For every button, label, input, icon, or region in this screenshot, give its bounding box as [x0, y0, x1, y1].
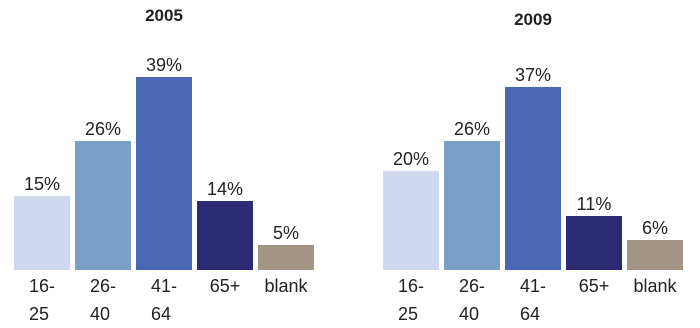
value-label: 6% [641, 218, 668, 239]
bar [505, 86, 561, 270]
category-label-box: blank [251, 272, 321, 300]
bar [383, 171, 439, 270]
x-tick-label: blank [264, 276, 308, 296]
category-label-box: blank [620, 272, 690, 300]
value-label: 11% [576, 193, 612, 214]
category-label-box: 65+ [559, 272, 629, 300]
x-tick-label: blank [633, 276, 677, 296]
category-label-box: 41-64 [129, 272, 199, 328]
value-label: 14% [206, 178, 244, 199]
bar [566, 215, 622, 270]
x-tick-label: 41-64 [150, 276, 177, 324]
value-label: 39% [145, 54, 183, 75]
value-label: 37% [514, 64, 552, 85]
x-tick-label: 26-40 [89, 276, 116, 324]
category-label-box: 16-25 [376, 272, 446, 328]
bar [444, 141, 500, 270]
chart-title: 2009 [514, 10, 552, 29]
bar [627, 240, 683, 270]
category-label-box: 65+ [190, 272, 260, 300]
category-label-box: 26-40 [68, 272, 138, 328]
x-tick-label: 65+ [209, 276, 241, 296]
bar [75, 141, 131, 270]
x-tick-label: 41-64 [519, 276, 546, 324]
x-tick-label: 65+ [578, 276, 610, 296]
category-label-box: 41-64 [498, 272, 568, 328]
chart-title: 2005 [145, 6, 183, 25]
category-label-box: 16-25 [7, 272, 77, 328]
bar [258, 245, 314, 270]
value-label: 26% [84, 119, 122, 140]
value-label: 20% [392, 149, 430, 169]
x-tick-label: 26-40 [458, 276, 485, 324]
x-tick-label: 16-25 [28, 276, 55, 324]
value-label: 26% [453, 119, 491, 140]
bar [14, 195, 70, 270]
value-label: 15% [23, 173, 61, 194]
x-tick-label: 16-25 [397, 276, 424, 324]
category-label-box: 26-40 [437, 272, 507, 328]
value-label: 5% [272, 223, 299, 244]
bar [136, 76, 192, 270]
bar [197, 200, 253, 270]
